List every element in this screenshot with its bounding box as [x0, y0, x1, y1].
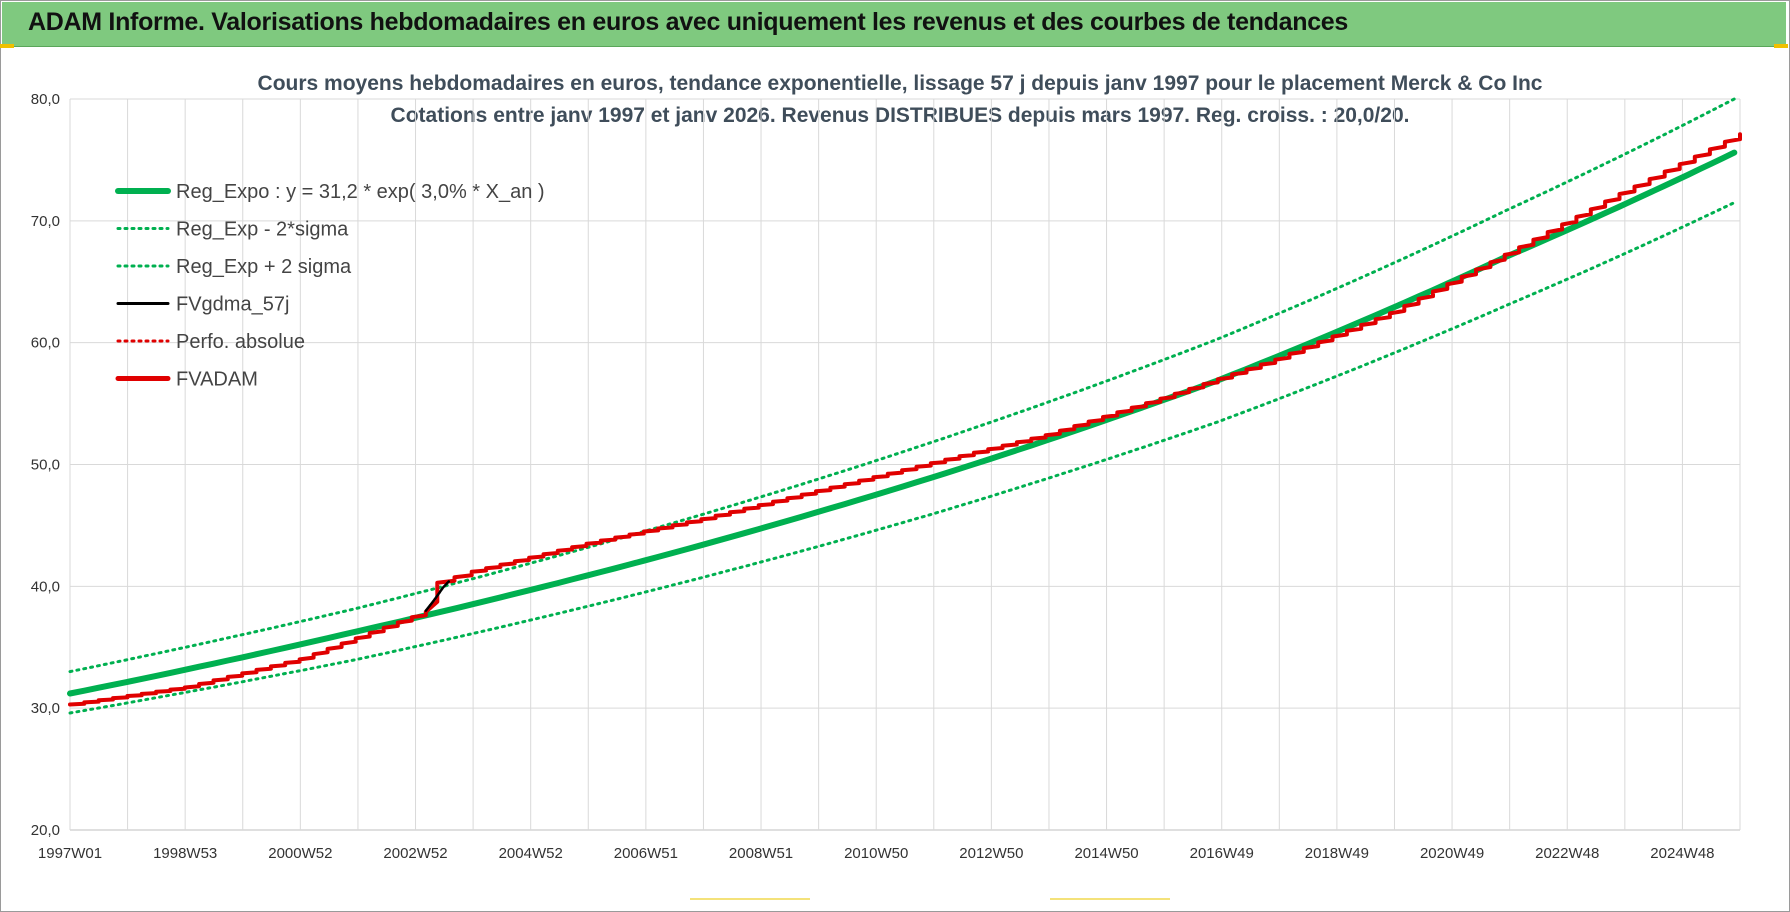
x-tick-label: 2024W48: [1650, 845, 1714, 862]
y-tick-label: 40,0: [31, 578, 60, 595]
reg-exp-minus-2sigma-line: [68, 201, 1736, 715]
legend-label: Perfo. absolue: [176, 331, 305, 353]
x-tick-label: 2012W50: [959, 845, 1023, 862]
report-banner: ADAM Informe. Valorisations hebdomadaire…: [2, 2, 1786, 47]
chart-title-line2: Cotations entre janv 1997 et janv 2026. …: [390, 104, 1410, 127]
y-tick-label: 30,0: [31, 700, 60, 717]
x-tick-label: 2000W52: [268, 845, 332, 862]
reg-exp-plus-2sigma-line: [68, 97, 1736, 674]
x-tick-label: 2016W49: [1190, 845, 1254, 862]
y-tick-label: 20,0: [31, 822, 60, 839]
x-tick-label: 2022W48: [1535, 845, 1599, 862]
x-tick-label: 2008W51: [729, 845, 793, 862]
legend-label: Reg_Exp + 2 sigma: [176, 256, 352, 278]
chart-title-line1: Cours moyens hebdomadaires en euros, ten…: [257, 72, 1543, 95]
corner-mark-left: [0, 44, 14, 48]
bottom-mark-2: [1050, 898, 1170, 900]
fvgdma-57j-line: [424, 580, 451, 612]
fvadam-line: [68, 132, 1742, 707]
x-tick-label: 2002W52: [383, 845, 447, 862]
x-tick-label: 1997W01: [38, 845, 102, 862]
legend-label: Reg_Exp - 2*sigma: [176, 219, 349, 241]
bottom-mark-1: [690, 898, 810, 900]
x-tick-label: 2014W50: [1074, 845, 1138, 862]
y-tick-label: 70,0: [31, 213, 60, 230]
y-tick-label: 50,0: [31, 457, 60, 474]
legend-label: FVADAM: [176, 369, 258, 391]
legend-label: FVgdma_57j: [176, 294, 289, 316]
x-tick-label: 2020W49: [1420, 845, 1484, 862]
x-tick-label: 1998W53: [153, 845, 217, 862]
y-tick-label: 80,0: [31, 91, 60, 108]
x-tick-label: 2018W49: [1305, 845, 1369, 862]
x-tick-label: 2004W52: [499, 845, 563, 862]
x-tick-label: 2006W51: [614, 845, 678, 862]
report-title: ADAM Informe. Valorisations hebdomadaire…: [28, 8, 1349, 36]
x-tick-label: 2010W50: [844, 845, 908, 862]
y-tick-label: 60,0: [31, 335, 60, 352]
corner-mark-right: [1774, 44, 1788, 48]
legend-label: Reg_Expo : y = 31,2 * exp( 3,0% * X_an ): [176, 181, 545, 203]
